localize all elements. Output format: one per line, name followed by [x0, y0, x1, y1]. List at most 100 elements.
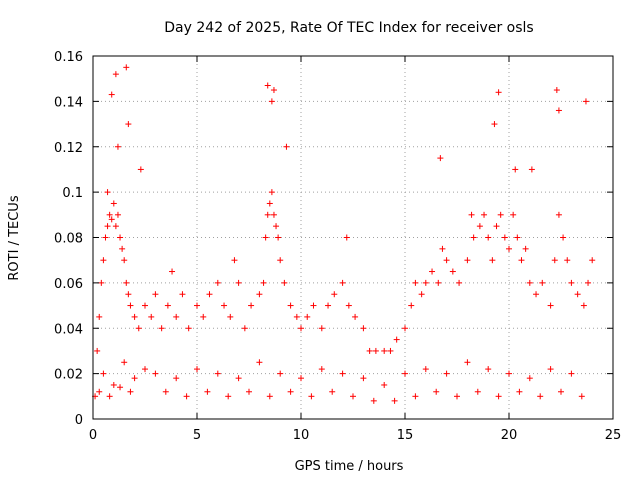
data-point — [98, 279, 105, 286]
data-point — [117, 384, 124, 391]
data-point — [518, 257, 525, 264]
data-point — [418, 291, 425, 298]
data-point — [360, 375, 367, 382]
data-point — [169, 268, 176, 275]
data-point — [127, 302, 134, 309]
y-tick-label: 0.02 — [54, 368, 83, 383]
x-tick-label: 10 — [293, 428, 310, 443]
data-point — [287, 302, 294, 309]
data-point — [512, 166, 519, 173]
data-point — [350, 393, 356, 400]
data-point — [310, 302, 317, 309]
data-point — [152, 291, 159, 298]
data-point — [94, 347, 101, 354]
data-point — [551, 257, 558, 264]
data-point — [96, 313, 103, 320]
data-point — [158, 325, 165, 332]
data-point — [456, 279, 463, 286]
data-point — [173, 313, 180, 320]
data-point — [200, 313, 207, 320]
data-point — [194, 366, 200, 373]
data-point — [422, 279, 429, 286]
data-point — [522, 245, 529, 252]
y-tick-label: 0.06 — [54, 277, 83, 292]
data-point — [422, 366, 429, 373]
data-point — [194, 302, 200, 309]
data-point — [555, 211, 562, 218]
data-point — [262, 234, 269, 241]
y-axis-label: ROTI / TECUs — [7, 195, 22, 280]
data-point — [204, 388, 211, 395]
data-point — [366, 347, 373, 354]
data-point — [489, 257, 496, 264]
data-point — [148, 313, 155, 320]
y-tick-label: 0.08 — [54, 232, 83, 247]
data-point — [268, 189, 275, 196]
data-point — [127, 388, 134, 395]
data-point — [270, 87, 277, 94]
data-point — [273, 223, 280, 230]
data-point — [325, 302, 332, 309]
data-point — [339, 279, 346, 286]
data-point — [553, 87, 560, 94]
data-point — [339, 370, 346, 377]
data-point — [123, 279, 130, 286]
data-point — [468, 211, 475, 218]
data-point — [114, 143, 121, 150]
data-point — [329, 388, 336, 395]
data-point — [555, 107, 562, 114]
data-point — [121, 359, 128, 366]
data-point — [173, 375, 180, 382]
data-point — [260, 279, 267, 286]
data-point — [214, 370, 221, 377]
data-point — [119, 245, 126, 252]
data-point — [439, 245, 446, 252]
data-point — [142, 302, 148, 309]
data-point — [464, 257, 471, 264]
data-point — [443, 257, 450, 264]
x-tick-label: 15 — [397, 428, 414, 443]
data-point — [117, 234, 124, 241]
data-point — [476, 223, 483, 230]
data-point — [412, 279, 419, 286]
data-point — [287, 388, 294, 395]
data-point — [547, 302, 554, 309]
data-point — [231, 257, 238, 264]
data-point — [135, 325, 142, 332]
y-tick-label: 0.04 — [54, 322, 83, 337]
data-point — [393, 336, 400, 343]
data-point — [360, 325, 367, 332]
data-point — [110, 381, 117, 388]
x-tick-label: 25 — [605, 428, 622, 443]
data-point — [387, 347, 394, 354]
data-point — [537, 393, 544, 400]
data-point — [352, 313, 359, 320]
data-point — [481, 211, 488, 218]
data-point — [370, 397, 377, 404]
data-point — [108, 216, 115, 223]
grid-lines — [93, 56, 613, 419]
y-tick-label: 0.1 — [62, 186, 83, 201]
data-point — [533, 291, 540, 298]
data-point — [437, 155, 444, 162]
data-point — [497, 211, 504, 218]
data-point — [114, 211, 121, 218]
data-point — [474, 388, 481, 395]
data-point — [514, 234, 521, 241]
chart-title: Day 242 of 2025, Rate Of TEC Index for r… — [164, 20, 533, 36]
data-point — [125, 291, 132, 298]
data-point — [582, 98, 589, 105]
data-point — [372, 347, 379, 354]
data-point — [516, 388, 523, 395]
data-point — [435, 279, 442, 286]
data-point — [123, 64, 130, 71]
data-point — [125, 121, 132, 128]
data-point — [574, 291, 581, 298]
data-point — [558, 388, 564, 395]
data-point — [331, 291, 338, 298]
data-point — [560, 234, 567, 241]
data-point — [183, 393, 190, 400]
data-point — [266, 200, 273, 207]
data-point — [443, 370, 450, 377]
